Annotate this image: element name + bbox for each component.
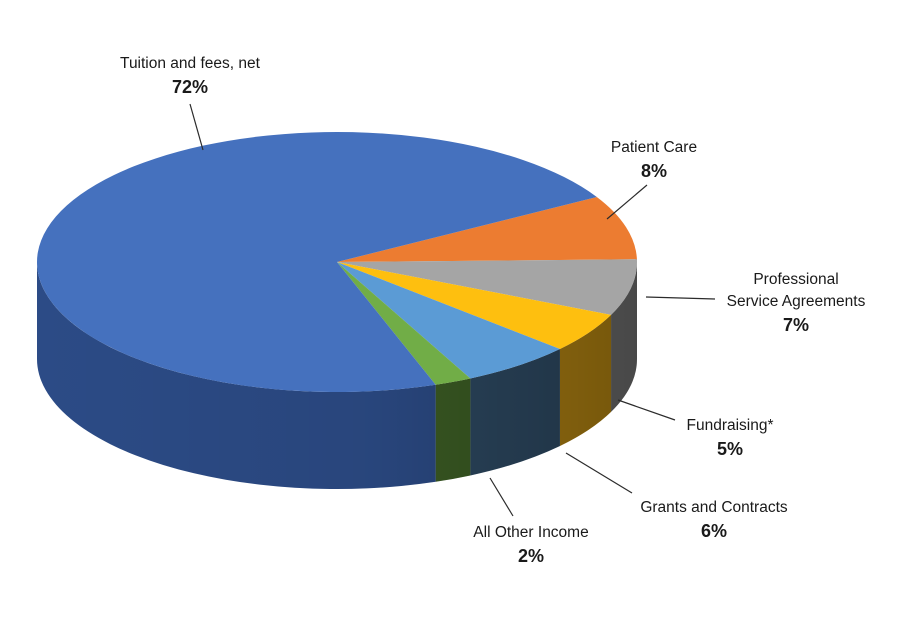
slice-value-all-other-income: 2% <box>518 546 544 566</box>
leader-lines <box>189 103 716 517</box>
pie-slice-patient-care <box>337 197 637 262</box>
slice-value-grants-and-contracts: 6% <box>701 521 727 541</box>
leader-line-all-other-income <box>489 477 514 517</box>
leader-line-tuition-and-fees-net <box>189 103 204 151</box>
slice-value-professional-service-agreements: 7% <box>783 315 809 335</box>
pie-top-slices <box>37 132 637 393</box>
slice-label-professional-service-agreements: Service Agreements <box>727 293 866 310</box>
slice-value-tuition-and-fees-net: 72% <box>172 77 208 97</box>
pie-rim-shading <box>37 262 637 489</box>
pie-slice-tuition-and-fees-net <box>37 132 597 393</box>
pie-slice-professional-service-agreements <box>337 259 637 315</box>
slice-labels: Tuition and fees, net 72% Patient Care 8% Pr… <box>120 55 866 566</box>
leader-line-patient-care <box>606 184 648 220</box>
slice-label-all-other-income: All Other Income <box>473 524 588 541</box>
slice-label-tuition-and-fees-net: Tuition and fees, net <box>120 55 261 72</box>
leader-line-grants-and-contracts <box>565 452 633 494</box>
slice-label-grants-and-contracts: Grants and Contracts <box>640 499 788 516</box>
pie-slice-all-other-income <box>337 262 471 385</box>
leader-line-professional-service-agreements <box>645 296 716 300</box>
slice-label-professional-service-agreements: Professional <box>753 271 838 288</box>
slice-label-patient-care: Patient Care <box>611 139 697 156</box>
pie-slice-fundraising <box>337 262 612 349</box>
pie-slice-grants-and-contracts <box>337 262 560 379</box>
slice-value-fundraising: 5% <box>717 439 743 459</box>
slice-label-fundraising: Fundraising* <box>686 417 773 434</box>
slice-value-patient-care: 8% <box>641 161 667 181</box>
leader-line-fundraising <box>617 399 676 421</box>
